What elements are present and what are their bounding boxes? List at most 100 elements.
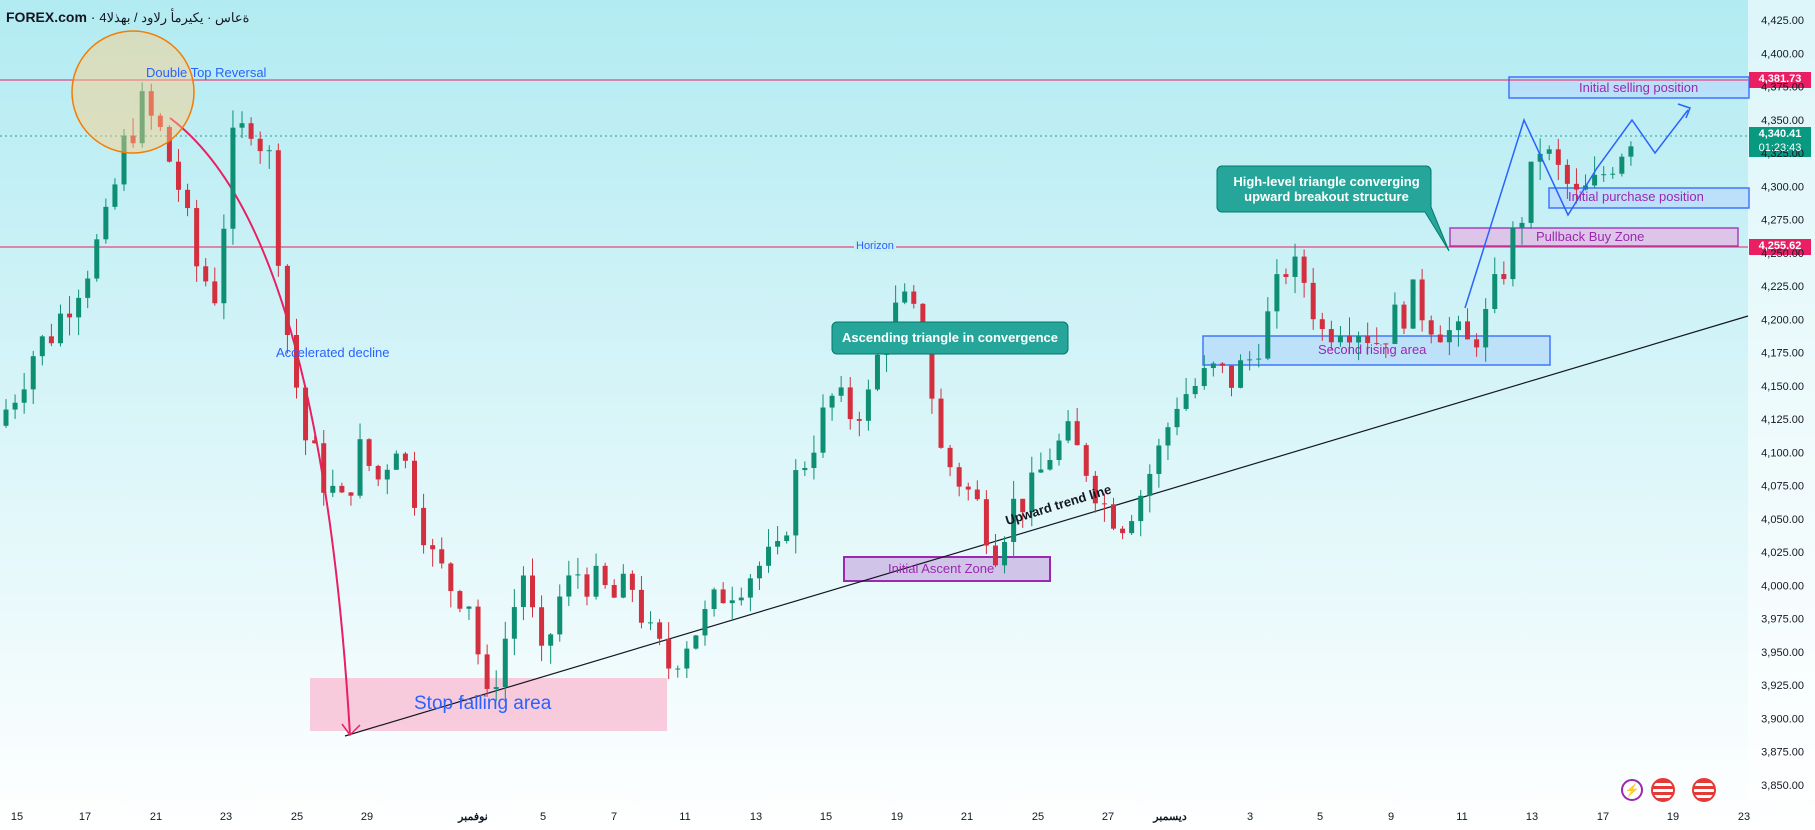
candle-body [85,278,91,298]
candle-body [284,265,290,336]
candle-body [1537,153,1543,162]
candle-body [130,135,136,144]
symbol-title: 4ةعاس · يكيرمأ رلاود / بهذلا [99,10,250,25]
price-tick-label: 4,300.00 [1761,181,1804,193]
candle-body [756,565,762,579]
candle-body [738,597,744,601]
accelerated-decline-curve [169,117,351,736]
candle-body [666,638,672,669]
candle-body [893,302,899,334]
candle-body [520,575,526,608]
time-tick-label: 23 [220,811,232,823]
price-tick-label: 4,400.00 [1761,48,1804,60]
candle-body [1120,528,1126,534]
us-flag-icon-2[interactable] [1692,778,1716,802]
candle-body [856,419,862,421]
candle-body [266,150,272,152]
initial-ascent-zone [843,556,1051,582]
candle-body [185,189,191,209]
candle-body [248,123,254,139]
us-flag-icon[interactable] [1651,778,1675,802]
candle-body [1546,149,1552,154]
candle-body [1129,521,1135,534]
double-top-label: Double Top Reversal [146,65,267,80]
candle-body [430,545,436,550]
candle-body [1083,445,1089,476]
candle-body [811,452,817,468]
time-tick-label: 19 [1667,811,1679,823]
candle-body [784,535,790,542]
time-tick-label: 13 [1526,811,1538,823]
candle-body [1519,222,1525,228]
initial-ascent-label: Initial Ascent Zone [888,561,995,576]
time-tick-label: 7 [611,811,617,823]
candle-body [983,499,989,546]
price-tick-label: 4,075.00 [1761,481,1804,493]
stop-falling-label: Stop falling area [414,693,552,714]
candle-body [638,589,644,623]
candle-body [1229,365,1234,388]
time-tick-label: 25 [291,811,303,823]
candle-body [448,563,454,592]
flash-icon[interactable]: ⚡ [1621,779,1643,801]
candle-body [1428,320,1434,335]
candle-body [1238,360,1244,388]
candle-body [212,281,218,304]
candle-body [1356,336,1362,343]
time-tick-label: 23 [1738,811,1750,823]
candle-body [929,342,935,399]
candle-body [393,453,399,470]
candle-body [1383,343,1389,345]
candle-body [48,336,54,344]
high-price-badge-text: 4,381.73 [1758,73,1802,85]
time-tick-label: 21 [150,811,162,823]
candle-body [502,638,508,688]
time-tick-label: 13 [750,811,762,823]
double-top-marker [71,30,195,154]
candle-body [1038,469,1044,473]
candle-body [575,574,581,576]
candle-body [203,266,209,282]
candle-body [593,565,599,597]
high-triangle-line-1: High-level triangle converging [1233,174,1420,189]
candle-body [684,648,690,669]
high-price-badge [1749,72,1811,88]
candle-body [1446,330,1452,343]
candle-body [1465,321,1471,340]
candle-body [1101,503,1107,505]
candle-body [1528,161,1534,223]
ascending-triangle-label: Ascending triangle in convergence [842,330,1058,345]
candle-body [1310,282,1316,320]
price-tick-label: 4,350.00 [1761,115,1804,127]
candle-body [629,573,635,590]
candle-body [874,354,880,390]
candle-body [1328,329,1334,343]
candle-body [548,634,554,646]
candle-body [1619,156,1625,174]
price-tick-label: 4,000.00 [1761,580,1804,592]
time-tick-label: 15 [820,811,832,823]
horizon-label: Horizon [854,240,896,252]
candle-body [1365,336,1371,344]
candle-body [1110,504,1116,529]
candle-body [439,549,445,564]
candle-body [1002,541,1008,566]
candle-body [221,228,227,304]
price-tick-label: 3,925.00 [1761,680,1804,692]
horizon-price-badge-text: 4,255.62 [1758,240,1802,252]
horizon-price-badge [1749,239,1811,255]
high-triangle-callout [1216,165,1450,252]
initial-purchase-label: Initial purchase position [1568,189,1704,204]
candle-body [620,573,626,598]
candle-body [511,607,517,639]
candle-body [1210,363,1216,369]
candle-body [1492,274,1498,310]
price-tick-label: 4,325.00 [1761,148,1804,160]
candle-body [148,91,154,116]
candle-body [1410,279,1416,329]
price-tick-label: 3,875.00 [1761,747,1804,759]
time-tick-label: 27 [1102,811,1114,823]
accelerated-decline-label: Accelerated decline [276,345,390,360]
header-separator: · [86,9,100,25]
